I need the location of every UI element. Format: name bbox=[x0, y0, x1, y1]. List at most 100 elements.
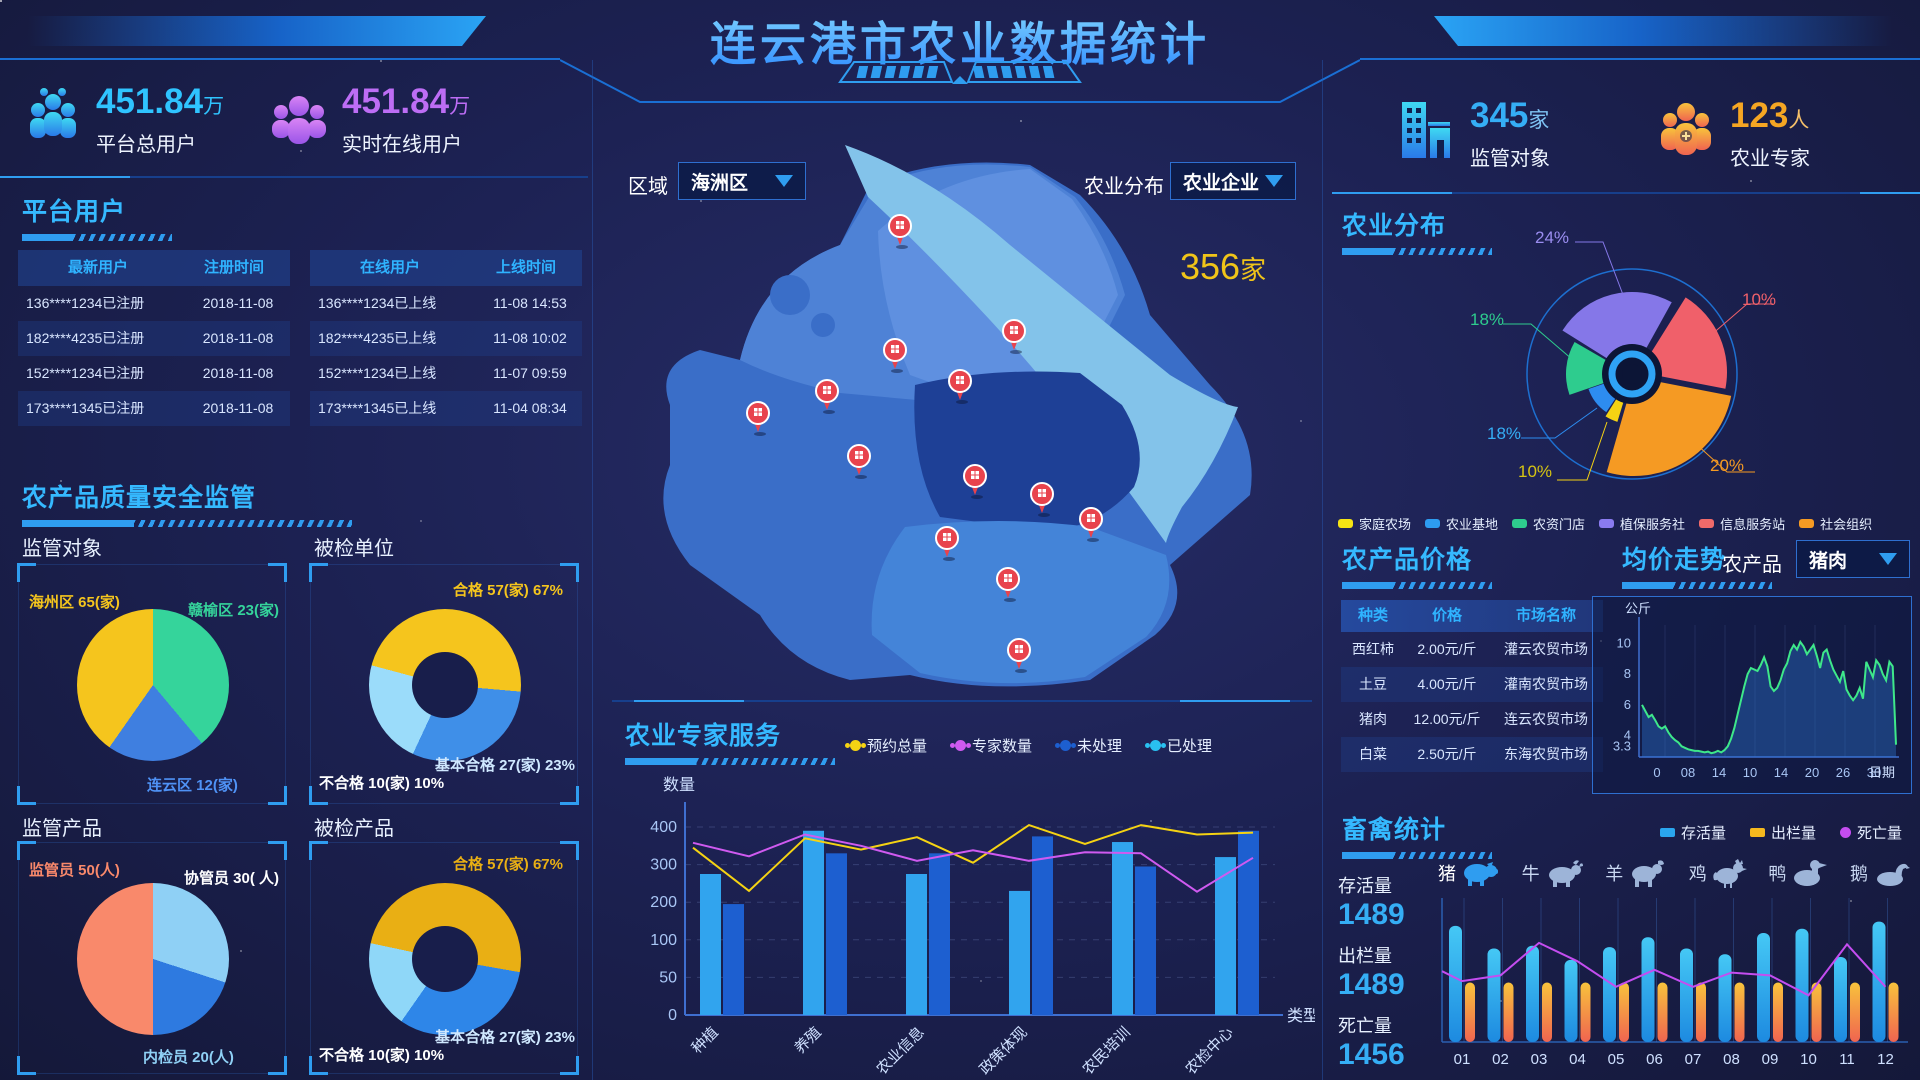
legend-item[interactable]: 家庭农场 bbox=[1338, 514, 1411, 533]
section-price: 农产品价格 bbox=[1342, 540, 1492, 589]
tab-pig[interactable]: 猪 bbox=[1438, 858, 1500, 888]
price-title: 农产品价格 bbox=[1342, 546, 1473, 574]
right-divider-1 bbox=[1332, 192, 1920, 194]
svg-text:3.3: 3.3 bbox=[1613, 738, 1631, 753]
svg-text:0: 0 bbox=[668, 1007, 677, 1024]
svg-text:09: 09 bbox=[1762, 1051, 1779, 1068]
tab-goose[interactable]: 鹅 bbox=[1850, 858, 1910, 888]
legend-item[interactable]: 信息服务站 bbox=[1699, 514, 1785, 533]
section-expert: 农业专家服务 bbox=[625, 716, 835, 765]
distribution-rose-chart[interactable] bbox=[1335, 212, 1915, 512]
region-map[interactable] bbox=[610, 135, 1310, 695]
animal-tabs: 猪 牛 羊 鸡 鸭 鹅 bbox=[1438, 858, 1910, 888]
legend-item[interactable]: 植保服务社 bbox=[1599, 514, 1685, 533]
rose-pct-orange: 20% bbox=[1710, 456, 1745, 475]
dead-value: 1456 bbox=[1338, 1038, 1405, 1071]
realtime-users-stat: 451.84万 实时在线用户 bbox=[342, 82, 470, 157]
svg-text:08: 08 bbox=[1723, 1051, 1740, 1068]
legend-item-processed[interactable]: 已处理 bbox=[1150, 735, 1212, 756]
product-label: 农产品 bbox=[1722, 554, 1782, 576]
tab-chicken[interactable]: 鸡 bbox=[1689, 858, 1747, 888]
svg-text:50: 50 bbox=[659, 969, 677, 986]
map-pin-icon bbox=[948, 369, 972, 404]
distribution-title: 农业分布 bbox=[1342, 212, 1447, 240]
price-table: 种类 价格 市场名称 西红柿 2.00元/斤 灌云农贸市场 土豆 4.00元/斤 灌南农贸市… bbox=[1341, 600, 1603, 772]
total-users-unit: 万 bbox=[203, 95, 225, 118]
svg-text:03: 03 bbox=[1531, 1051, 1548, 1068]
svg-text:10: 10 bbox=[1800, 1051, 1817, 1068]
inspected-units-donut[interactable] bbox=[369, 609, 521, 761]
card-inspected-products: 合格 57(家) 67% 不合格 10(家) 10% 基本合格 27(家) 23… bbox=[309, 841, 579, 1075]
starfield-decoration bbox=[0, 0, 2, 2]
header-left-decoration bbox=[28, 16, 486, 46]
legend-item[interactable]: 社会组织 bbox=[1799, 514, 1872, 533]
card3-title: 监管产品 bbox=[22, 818, 102, 840]
pie-callout: 基本合格 27(家) 23% bbox=[434, 757, 575, 774]
product-dropdown[interactable]: 猪肉 bbox=[1796, 540, 1910, 578]
legend-item-dead[interactable]: 死亡量 bbox=[1840, 822, 1902, 843]
left-divider-1 bbox=[0, 176, 588, 178]
dead-label: 死亡量 bbox=[1338, 1016, 1392, 1036]
svg-text:04: 04 bbox=[1569, 1051, 1586, 1068]
svg-text:0: 0 bbox=[1653, 765, 1660, 780]
table-row: 白菜 2.50元/斤 东海农贸市场 bbox=[1341, 737, 1603, 772]
svg-text:农业信息: 农业信息 bbox=[873, 1024, 927, 1077]
legend-item[interactable]: 农资门店 bbox=[1512, 514, 1585, 533]
register-col-time: 注册时间 bbox=[203, 259, 264, 276]
region-label: 区域 bbox=[628, 176, 668, 198]
pie-callout: 合格 57(家) 67% bbox=[452, 582, 563, 599]
header-right-line bbox=[1360, 58, 1920, 60]
tab-sheep[interactable]: 羊 bbox=[1605, 858, 1667, 888]
livestock-chart[interactable]: 01 02 03 04 05 06 07 08 09 10 11 12 bbox=[1430, 892, 1914, 1080]
legend-swatch-icon bbox=[1599, 519, 1615, 528]
supervised-icon bbox=[1398, 100, 1454, 165]
table-row: 173****1345已上线 11-04 08:34 bbox=[310, 391, 582, 426]
experts-stat: 123人 农业专家 bbox=[1730, 96, 1810, 171]
svg-text:400: 400 bbox=[650, 819, 677, 836]
map-pin-icon bbox=[746, 401, 770, 436]
legend-item-reservations[interactable]: 预约总量 bbox=[850, 735, 927, 756]
map-pin-icon bbox=[1079, 507, 1103, 542]
inspected-products-donut[interactable] bbox=[369, 883, 521, 1035]
table-row: 182****4235已注册 2018-11-08 bbox=[18, 321, 290, 356]
svg-text:数量: 数量 bbox=[663, 776, 695, 794]
svg-text:07: 07 bbox=[1685, 1051, 1702, 1068]
svg-text:类型: 类型 bbox=[1287, 1007, 1315, 1025]
tab-cow[interactable]: 牛 bbox=[1522, 858, 1584, 888]
dist-label: 农业分布 bbox=[1084, 176, 1164, 198]
online-users-icon bbox=[268, 94, 330, 157]
svg-text:4: 4 bbox=[1624, 728, 1631, 743]
tab-duck[interactable]: 鸭 bbox=[1768, 858, 1828, 888]
alive-label: 存活量 bbox=[1338, 876, 1392, 896]
legend-item[interactable]: 农业基地 bbox=[1425, 514, 1498, 533]
legend-item-sold[interactable]: 出栏量 bbox=[1750, 822, 1816, 843]
region-dropdown[interactable]: 海洲区 bbox=[678, 162, 806, 200]
table-row: 152****1234已上线 11-07 09:59 bbox=[318, 365, 567, 381]
card-supervision-objects: 海州区 65(家) 赣榆区 23(家) 连云区 12(家) bbox=[17, 563, 287, 805]
supervision-products-pie[interactable] bbox=[77, 883, 229, 1035]
expert-underline bbox=[625, 758, 835, 765]
legend-item-alive[interactable]: 存活量 bbox=[1660, 822, 1726, 843]
svg-text:11: 11 bbox=[1839, 1051, 1855, 1068]
legend-swatch-icon bbox=[1425, 519, 1441, 528]
svg-text:8: 8 bbox=[1624, 666, 1631, 681]
header-center-decoration bbox=[560, 59, 1360, 103]
svg-text:12: 12 bbox=[1877, 1051, 1894, 1068]
legend-swatch-icon bbox=[1512, 519, 1528, 528]
dist-dropdown[interactable]: 农业企业 bbox=[1170, 162, 1296, 200]
register-table: 最新用户 注册时间 136****1234已注册 2018-11-08 182***… bbox=[18, 250, 290, 426]
svg-text:政策体现: 政策体现 bbox=[976, 1024, 1030, 1077]
legend-marker-icon bbox=[1060, 740, 1072, 751]
legend-item-unprocessed[interactable]: 未处理 bbox=[1060, 735, 1122, 756]
experts-unit: 人 bbox=[1788, 109, 1810, 132]
legend-marker-icon bbox=[1150, 740, 1162, 751]
svg-text:养殖: 养殖 bbox=[792, 1024, 825, 1057]
card4-title: 被检产品 bbox=[314, 818, 394, 840]
legend-item-experts[interactable]: 专家数量 bbox=[955, 735, 1032, 756]
supervision-objects-pie[interactable] bbox=[77, 609, 229, 761]
expert-title: 农业专家服务 bbox=[625, 722, 782, 750]
card-supervision-products: 监管员 50(人) 协管员 30( 人) 内检员 20(人) bbox=[17, 841, 287, 1075]
svg-text:10: 10 bbox=[1743, 765, 1757, 780]
